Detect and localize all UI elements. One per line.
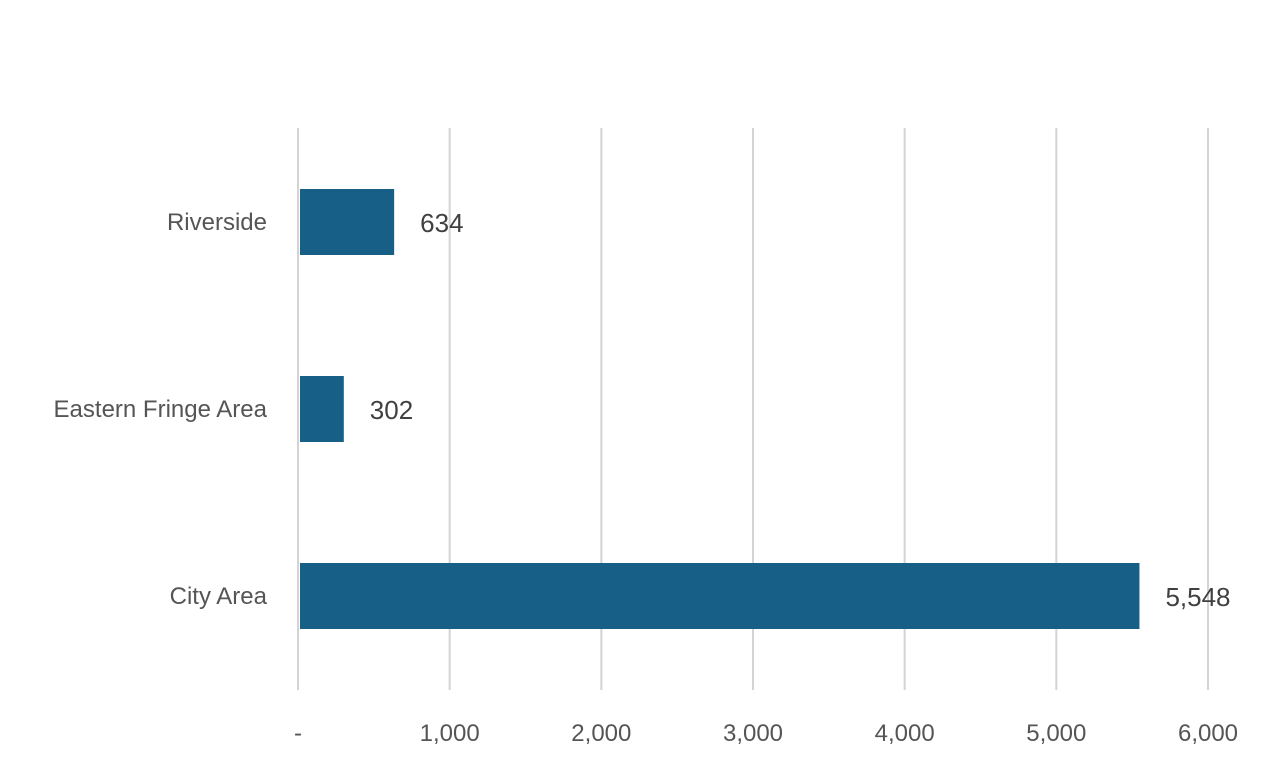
bar — [300, 189, 395, 255]
x-tick-label: 1,000 — [420, 720, 480, 747]
category-label: City Area — [170, 583, 268, 610]
data-label: 5,548 — [1165, 582, 1230, 612]
data-label: 634 — [420, 208, 463, 238]
gridlines — [297, 128, 1209, 690]
category-label: Riverside — [167, 209, 267, 236]
x-axis-tick-labels: - 1,000 2,000 3,000 4,000 5,000 6,000 — [294, 720, 1238, 747]
data-label: 302 — [370, 395, 413, 425]
x-tick-label: 6,000 — [1178, 720, 1238, 747]
x-tick-label: 4,000 — [875, 720, 935, 747]
x-tick-label: - — [294, 720, 302, 747]
x-tick-label: 2,000 — [571, 720, 631, 747]
bars — [300, 189, 1140, 629]
x-tick-label: 5,000 — [1026, 720, 1086, 747]
category-label: Eastern Fringe Area — [54, 396, 268, 423]
bar — [300, 376, 344, 442]
x-tick-label: 3,000 — [723, 720, 783, 747]
category-labels: Riverside Eastern Fringe Area City Area — [54, 209, 268, 610]
bar — [300, 563, 1140, 629]
data-labels: 634 302 5,548 — [370, 208, 1231, 612]
